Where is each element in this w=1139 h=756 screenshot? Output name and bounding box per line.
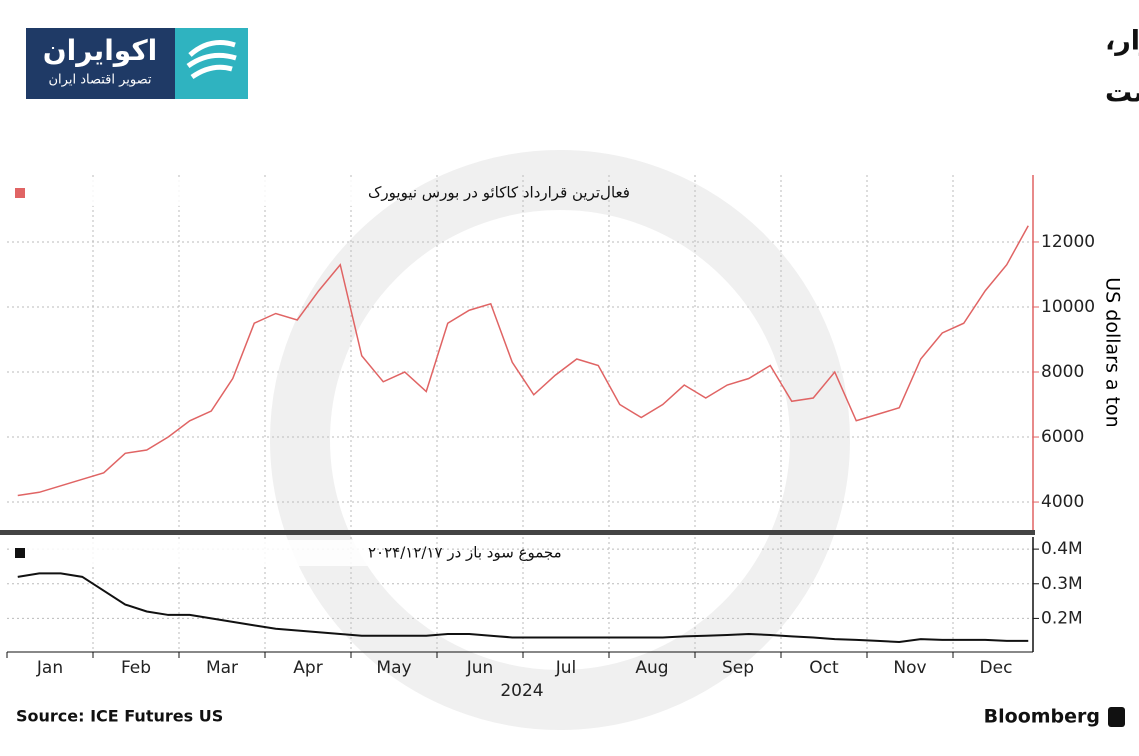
logo-name: اکوایران xyxy=(43,34,157,67)
y-tick-label: 8000 xyxy=(1041,362,1084,382)
logo-icon xyxy=(175,28,248,99)
x-tick-label: Apr xyxy=(293,658,322,678)
y-tick-label: 12000 xyxy=(1041,232,1095,252)
legend-bg xyxy=(10,540,375,566)
x-tick-label: Dec xyxy=(980,658,1013,678)
x-tick-label: Jun xyxy=(466,658,494,678)
source: Source: ICE Futures US xyxy=(16,707,223,726)
series-line xyxy=(17,572,1029,643)
x-tick-label: Jan xyxy=(36,658,63,678)
legend-bg xyxy=(10,180,375,206)
x-tick-label: Sep xyxy=(722,658,754,678)
brand: Bloomberg xyxy=(984,706,1100,728)
brand-icon xyxy=(1108,707,1125,727)
x-tick-label: Oct xyxy=(809,658,839,678)
y-tick-label: 0.2M xyxy=(1041,608,1083,628)
legend-label: فعال‌ترین قرارداد کاکائو در بورس نیویورک xyxy=(368,184,630,202)
logo-mark xyxy=(186,40,237,80)
x-tick-label: May xyxy=(376,658,411,678)
legend-swatch xyxy=(15,188,25,198)
y-tick-label: 4000 xyxy=(1041,492,1084,512)
y-tick-label: 10000 xyxy=(1041,297,1095,317)
y-tick-label: 6000 xyxy=(1041,427,1084,447)
title-line2: قیمت کاکائو را به سطوح بی‌سابقه‌ای سوق د… xyxy=(1105,78,1139,109)
y-axis-title: US dollars a ton xyxy=(1102,277,1124,427)
x-tick-label: Aug xyxy=(635,658,668,678)
x-axis-title: 2024 xyxy=(500,681,543,701)
title-line1: نگرانی‌ها از عرضه و عدم نقدشوندگی بازار، xyxy=(1105,25,1139,57)
y-tick-label: 0.3M xyxy=(1041,574,1083,594)
x-tick-label: Mar xyxy=(206,658,238,678)
separator xyxy=(0,530,1035,535)
legend-swatch xyxy=(15,548,25,558)
legend-label: مجموع سود باز در ۲۰۲۴/۱۲/۱۷ xyxy=(368,544,562,562)
x-tick-label: Feb xyxy=(121,658,151,678)
y-tick-label: 0.4M xyxy=(1041,539,1083,559)
watermark xyxy=(270,150,850,730)
x-tick-label: Jul xyxy=(555,658,577,678)
x-tick-label: Nov xyxy=(893,658,926,678)
series-line xyxy=(17,225,1029,497)
logo-tagline: تصویر اقتصاد ایران xyxy=(49,73,152,88)
